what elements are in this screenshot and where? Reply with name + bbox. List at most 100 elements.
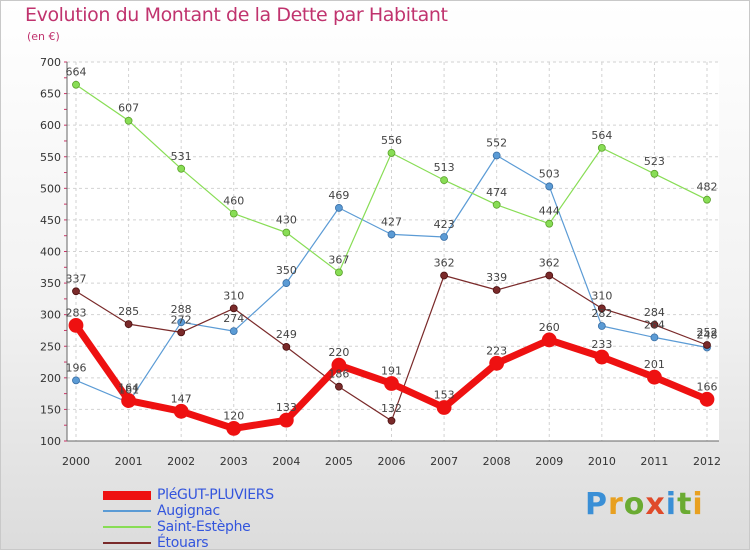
data-point [545,271,554,280]
data-point [121,393,136,408]
data-point [335,204,343,212]
data-point [177,318,186,327]
data-point [699,391,715,407]
y-tick-label: 600 [40,119,61,132]
y-tick-label: 300 [40,309,61,322]
x-tick-label: 2010 [588,455,616,468]
data-point [282,279,291,287]
data-point [226,420,242,436]
data-point [545,182,554,191]
x-tick-label: 2001 [115,455,143,468]
data-point [124,116,133,125]
data-label: 196 [66,361,87,374]
data-label: 564 [591,129,612,142]
data-point [597,304,606,313]
legend-label: Étouars [157,535,209,551]
data-label: 423 [434,218,455,231]
data-point [541,332,557,348]
y-tick-label: 400 [40,246,61,259]
data-point [440,233,448,241]
x-tick-label: 2003 [220,455,248,468]
y-tick-label: 200 [40,372,61,385]
data-point [278,412,294,428]
data-point [440,176,448,185]
data-label: 201 [644,358,665,371]
data-label: 132 [381,402,402,415]
data-label: 339 [486,271,507,284]
data-point [282,342,291,351]
y-tick-label: 350 [40,277,61,290]
data-label: 223 [486,344,507,357]
data-label: 186 [328,368,349,381]
data-point [594,349,610,365]
data-label: 444 [539,205,560,218]
data-label: 664 [66,66,87,79]
data-point [703,341,711,349]
data-label: 272 [171,313,192,326]
data-point [647,369,662,385]
x-tick-label: 2005 [325,455,353,468]
x-tick-label: 2006 [378,455,406,468]
data-point [72,376,80,385]
data-label: 367 [328,253,349,266]
data-label: 283 [66,306,87,319]
data-point [335,268,343,277]
data-point [545,219,554,228]
x-tick-label: 2007 [430,455,458,468]
data-point [177,328,186,337]
y-tick-label: 550 [40,151,61,164]
data-point [597,144,606,152]
legend-item-etouars: Étouars [103,535,274,551]
data-label: 233 [591,338,612,351]
data-label: 133 [276,401,297,414]
data-label: 482 [697,181,718,194]
logo-letter: i [665,487,678,522]
data-label: 191 [381,365,402,378]
data-label: 310 [223,289,244,302]
data-label: 362 [434,257,455,270]
data-point [650,169,659,178]
legend-label: Augignac [157,503,220,519]
data-point [229,209,238,218]
data-label: 460 [223,195,244,208]
x-tick-label: 2004 [272,455,300,468]
data-label: 427 [381,215,402,228]
logo-letter: r [608,487,624,522]
data-label: 120 [223,409,244,422]
data-label: 288 [171,303,192,316]
data-label: 285 [118,305,139,318]
y-tick-label: 450 [40,214,61,227]
data-point [72,287,80,296]
data-label: 147 [171,392,192,405]
data-label: 552 [486,136,507,149]
data-point [124,320,133,329]
data-point [335,382,343,391]
data-point [384,376,399,391]
x-tick-label: 2002 [167,455,195,468]
legend-swatch [103,542,151,544]
data-label: 556 [381,134,402,147]
data-point [387,149,396,157]
y-tick-label: 650 [40,88,61,101]
legend-label: PléGUT-PLUVIERS [157,487,274,503]
logo-letter: t [677,487,693,522]
y-tick-label: 150 [40,403,61,416]
data-label: 523 [644,155,665,168]
x-tick-label: 2011 [640,455,668,468]
data-label: 161 [118,383,139,396]
legend-swatch [103,526,151,528]
data-point [229,327,238,335]
legend-item-plegut-pluviers: PléGUT-PLUVIERS [103,487,274,503]
data-label: 607 [118,102,139,115]
x-tick-label: 2000 [62,455,90,468]
legend-item-augignac: Augignac [103,503,274,519]
data-label: 430 [276,214,297,227]
data-label: 513 [434,161,455,174]
data-label: 503 [539,167,560,180]
y-tick-label: 100 [40,435,61,448]
data-point [331,357,347,373]
data-label: 310 [591,289,612,302]
data-label: 362 [539,257,560,270]
